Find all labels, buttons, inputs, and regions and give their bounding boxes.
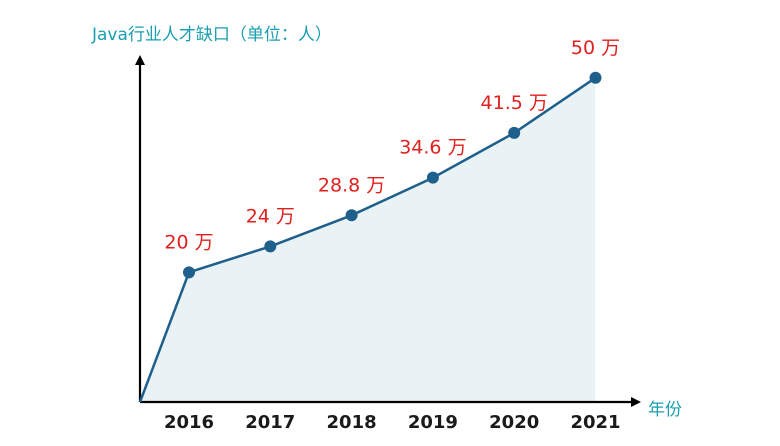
- data-labels: 20 万 24 万 28.8 万 34.6 万 41.5 万 50 万: [164, 37, 620, 254]
- x-axis-title: 年份: [648, 400, 682, 420]
- data-label-2017: 24 万: [246, 205, 295, 227]
- x-tick-2020: 2020: [489, 412, 539, 433]
- data-point-2016: [183, 266, 195, 279]
- data-point-2017: [264, 240, 277, 253]
- data-label-2016: 20 万: [164, 231, 213, 253]
- data-points: [183, 71, 602, 279]
- data-point-2018: [345, 209, 358, 222]
- data-label-2021: 50 万: [571, 37, 620, 59]
- data-label-2018: 28.8 万: [318, 174, 385, 196]
- x-tick-2021: 2021: [570, 412, 620, 433]
- data-label-2020: 41.5 万: [481, 92, 548, 114]
- data-point-2021: [589, 71, 602, 84]
- data-point-2020: [508, 126, 521, 139]
- y-axis-title: Java行业人才缺口（单位：人）: [91, 25, 332, 45]
- x-tick-2018: 2018: [327, 412, 377, 433]
- data-label-2019: 34.6 万: [399, 137, 466, 159]
- x-tick-2016: 2016: [164, 412, 214, 433]
- x-tick-2019: 2019: [408, 412, 458, 433]
- x-tick-2017: 2017: [245, 412, 295, 433]
- data-point-2019: [426, 171, 439, 184]
- area-fill: [140, 77, 596, 403]
- x-tick-labels: 2016 2017 2018 2019 2020 2021: [164, 412, 621, 433]
